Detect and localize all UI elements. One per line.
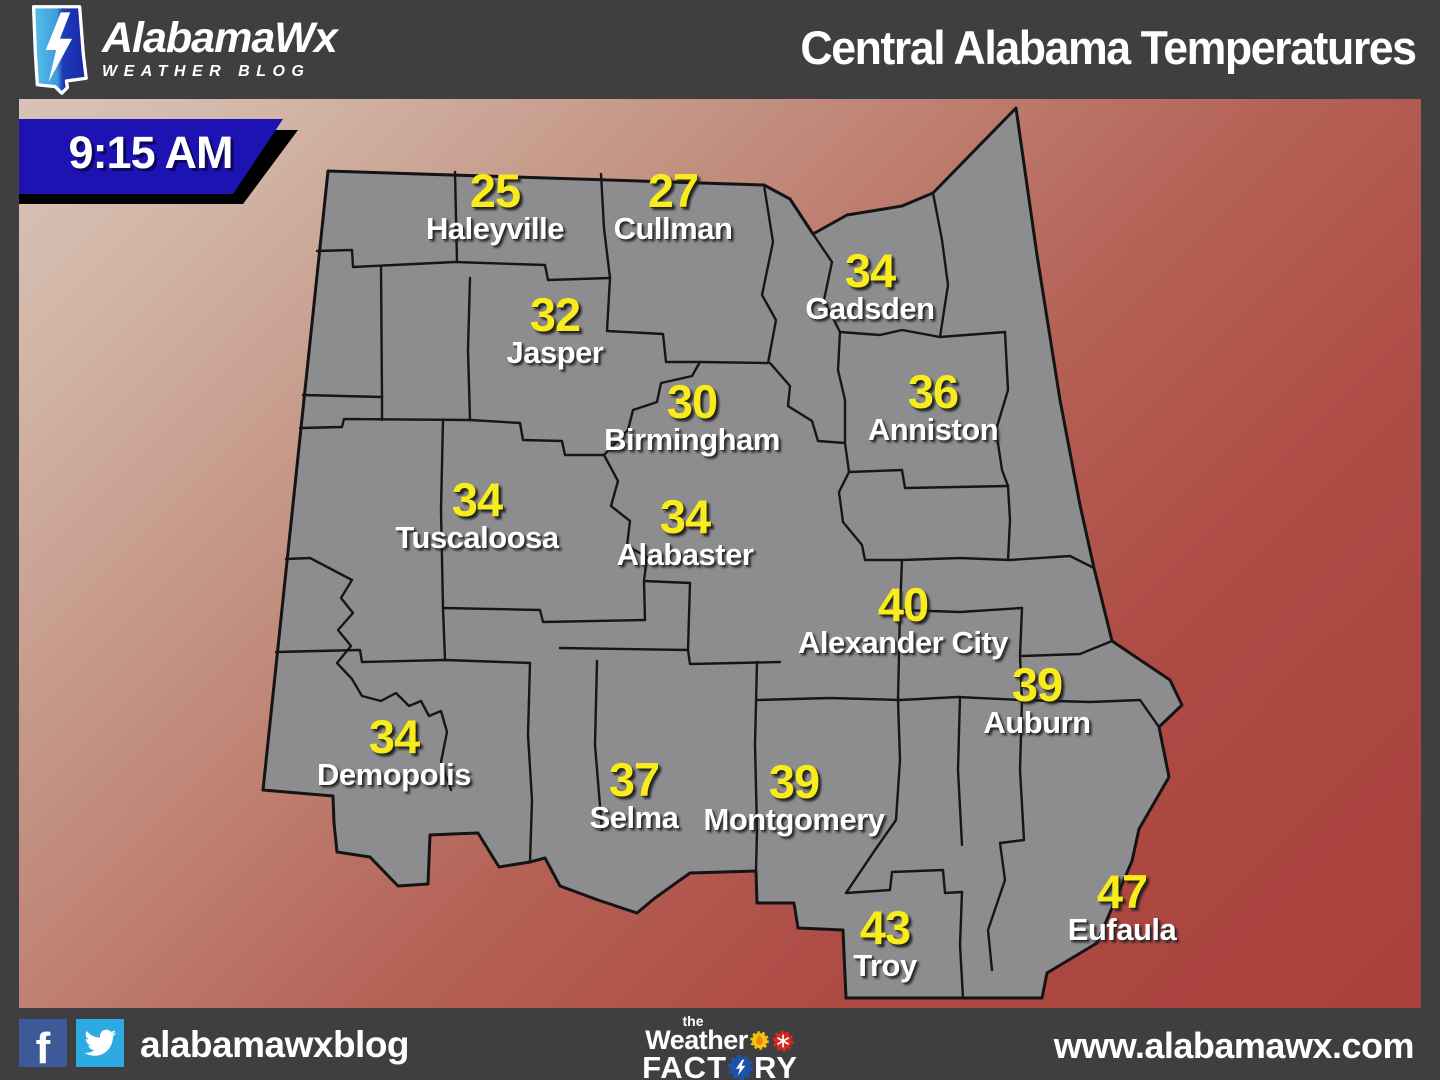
factory-logo-weather: Weather [645,1025,748,1055]
factory-logo-factory: FACT RY [642,1052,798,1080]
logo-subtitle: WEATHER BLOG [102,63,311,80]
time-badge-label: 9:15 AM [68,127,234,178]
facebook-icon: f [19,1019,67,1067]
social-handle: alabamawxblog [140,1024,410,1065]
twitter-icon [76,1019,124,1067]
map-region-outline [261,106,1184,1000]
time-badge [19,119,298,204]
alabamawx-logo: AlabamaWx WEATHER BLOG [24,3,338,97]
factory-logo-fact: FACT [642,1050,728,1080]
gear-lightning-icon [727,1054,754,1080]
logo-title: AlabamaWx [102,14,338,62]
factory-logo-the: the [682,1013,704,1029]
footer-bar: f alabamawxblog the Weather [0,1008,1440,1080]
page-title: Central Alabama Temperatures [800,21,1418,74]
gear-raindrop-icon [749,1031,769,1050]
logo-text: AlabamaWx WEATHER BLOG [102,14,338,97]
gear-snowflake-icon [772,1029,794,1052]
frame-right [1421,99,1440,1008]
county-boundaries [274,170,1161,1000]
website-url: www.alabamawx.com [1053,1025,1415,1066]
weather-factory-logo: the Weather FACT [642,1014,798,1080]
alabama-state-icon [31,5,88,95]
factory-logo-ry: RY [754,1050,798,1080]
header-bar: Central Alabama Temperatures [0,0,1440,99]
social-icons: f [19,1019,124,1067]
frame-left [0,99,19,1008]
